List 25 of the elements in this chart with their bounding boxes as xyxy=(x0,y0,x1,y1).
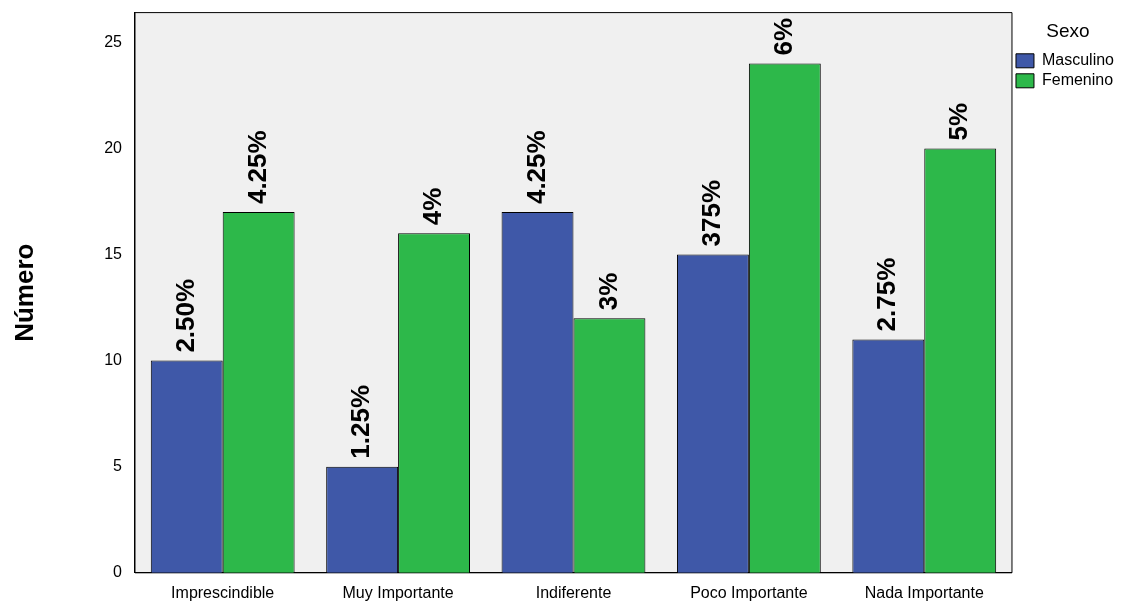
y-tick-label: 5 xyxy=(113,457,123,475)
legend-label: Femenino xyxy=(1041,71,1114,89)
legend-label: Masculino xyxy=(1041,51,1115,69)
annotation: 1.25% xyxy=(345,384,376,459)
y-tick-label: 20 xyxy=(104,138,123,156)
y-axis-title: Número xyxy=(8,243,39,342)
x-tick-label: Imprescindible xyxy=(171,583,275,601)
y-tick-label: 15 xyxy=(104,244,123,262)
annotation: 3% xyxy=(592,272,623,311)
x-tick-label: Indiferente xyxy=(535,583,612,601)
y-tick-label: 0 xyxy=(113,563,123,581)
annotation: 6% xyxy=(768,17,798,56)
annotation: 5% xyxy=(943,102,974,141)
annotation: 375% xyxy=(696,180,727,247)
annotation: 4.25% xyxy=(520,130,551,205)
x-tick-label: Poco Importante xyxy=(690,583,808,601)
annotation: 4.25% xyxy=(241,130,272,205)
y-tick-label: 10 xyxy=(104,351,123,369)
annotation: 2.75% xyxy=(871,257,902,332)
x-tick-label: Nada Importante xyxy=(864,583,984,601)
y-tick-label: 25 xyxy=(104,32,123,50)
legend-title: Sexo xyxy=(1046,19,1090,41)
x-tick-label: Muy Importante xyxy=(342,583,454,601)
annotation: 4% xyxy=(417,187,448,226)
annotation: 2.50% xyxy=(169,278,200,353)
